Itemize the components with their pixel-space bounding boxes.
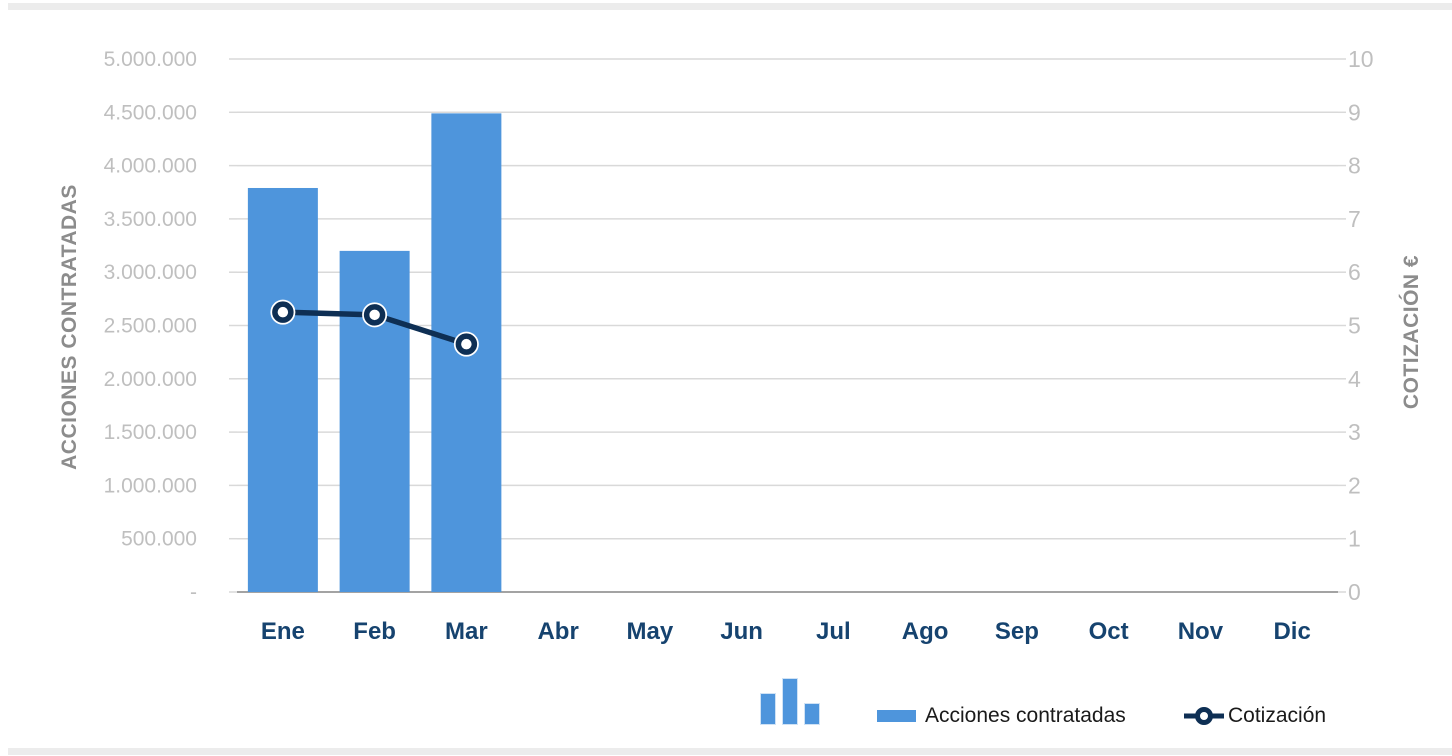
- right-axis-tick-label: 7: [1348, 206, 1361, 232]
- right-axis-tick-label: 5: [1348, 313, 1361, 339]
- mini-bar-3: [804, 703, 820, 725]
- bar-feb: [339, 250, 410, 592]
- right-axis-tick-label: 6: [1348, 259, 1361, 285]
- left-axis-tick-label: -: [190, 581, 197, 604]
- x-axis-label-dic: Dic: [1273, 618, 1310, 645]
- x-axis-label-jun: Jun: [720, 618, 763, 645]
- top-border-strip: [8, 3, 1452, 10]
- right-axis-tick-label: 9: [1348, 99, 1361, 125]
- bar-series-swatch: [877, 710, 916, 722]
- right-axis-tick-label: 2: [1348, 472, 1361, 498]
- right-axis-tick-label: 4: [1348, 366, 1361, 392]
- mini-bar-1: [760, 693, 776, 725]
- legend-label-acciones: Acciones contratadas: [925, 704, 1126, 727]
- x-axis-label-oct: Oct: [1089, 618, 1129, 645]
- line-marker-feb: [363, 304, 386, 326]
- legend-label-cotizacion: Cotización: [1228, 704, 1327, 727]
- right-axis-tick-label: 3: [1348, 419, 1361, 445]
- x-axis-label-abr: Abr: [537, 618, 578, 645]
- right-axis-tick-label: 8: [1348, 153, 1361, 179]
- bar-ene: [247, 187, 318, 592]
- left-axis-tick-label: 2.500.000: [104, 315, 197, 338]
- right-axis-tick-label: 0: [1348, 579, 1361, 605]
- left-axis-tick-label: 1.500.000: [104, 421, 197, 444]
- x-axis-label-sep: Sep: [995, 618, 1039, 645]
- right-axis-tick-label: 10: [1348, 46, 1374, 72]
- mini-bar-chart-icon: [760, 678, 820, 725]
- x-axis-label-mar: Mar: [445, 618, 488, 645]
- line-marker-mar: [455, 333, 478, 355]
- left-axis-tick-label: 3.500.000: [104, 208, 197, 231]
- legend-item-cotizacion: Cotización: [1183, 703, 1326, 729]
- line-marker-icon: [1184, 707, 1224, 725]
- mini-bar-2: [782, 678, 798, 725]
- left-axis-tick-label: 3.000.000: [104, 261, 197, 284]
- right-axis-tick-label: 1: [1348, 526, 1361, 552]
- line-marker-ene: [272, 301, 294, 323]
- left-axis-tick-label: 4.500.000: [104, 101, 197, 124]
- x-axis-label-ago: Ago: [902, 618, 949, 645]
- left-axis-tick-label: 1.000.000: [104, 474, 197, 497]
- x-axis-label-feb: Feb: [353, 618, 396, 645]
- left-axis-tick-label: 5.000.000: [104, 48, 197, 71]
- x-axis-label-may: May: [627, 618, 674, 645]
- bottom-border-strip: [8, 748, 1452, 755]
- x-axis-label-jul: Jul: [816, 618, 851, 645]
- x-axis-label-ene: Ene: [261, 618, 305, 645]
- x-axis-label-nov: Nov: [1178, 618, 1224, 645]
- left-axis-tick-label: 2.000.000: [104, 368, 197, 391]
- left-axis-tick-label: 4.000.000: [104, 155, 197, 178]
- legend-item-acciones: Acciones contratadas: [877, 703, 1126, 729]
- left-axis-tick-label: 500.000: [121, 528, 197, 551]
